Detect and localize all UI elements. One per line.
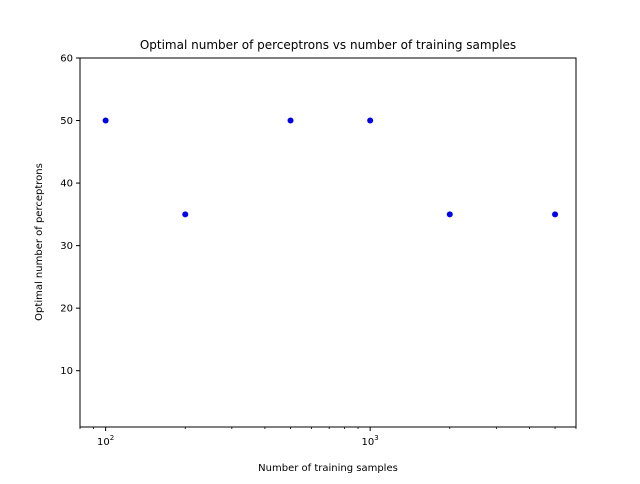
x-tick-label-exponent: 3 xyxy=(374,434,378,442)
data-point xyxy=(102,117,109,124)
y-tick-label: 30 xyxy=(60,241,73,252)
y-axis-ticks: 10 20 30 40 50 60 xyxy=(60,54,80,377)
x-axis-ticks: 102 103 xyxy=(79,427,577,448)
y-tick-label: 40 xyxy=(60,179,73,190)
data-point xyxy=(287,117,294,124)
plot-area xyxy=(102,117,559,218)
data-point xyxy=(182,211,189,218)
axes-frame xyxy=(79,57,577,428)
x-tick-label-base: 10 xyxy=(362,437,375,448)
x-axis-label: Number of training samples xyxy=(258,463,398,474)
data-point xyxy=(446,211,453,218)
x-tick-label: 102 xyxy=(97,434,114,448)
y-tick-label: 60 xyxy=(60,54,73,65)
data-point xyxy=(552,211,559,218)
chart-title: Optimal number of perceptrons vs number … xyxy=(140,38,516,52)
data-point xyxy=(367,117,374,124)
y-tick-label: 10 xyxy=(60,366,73,377)
y-tick-label: 50 xyxy=(60,116,73,127)
y-axis-label: Optimal number of perceptrons xyxy=(34,163,45,321)
y-tick-label: 20 xyxy=(60,304,73,315)
x-tick-label: 103 xyxy=(362,434,379,448)
x-tick-label-exponent: 2 xyxy=(110,434,114,442)
x-tick-label-base: 10 xyxy=(97,437,110,448)
